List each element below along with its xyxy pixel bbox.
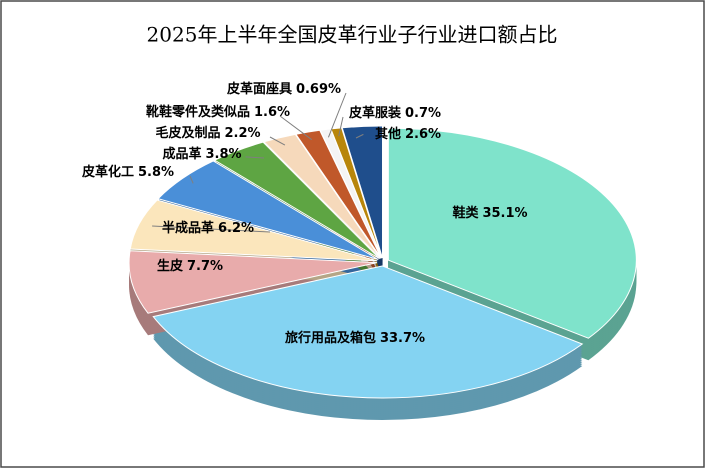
- category-name: 皮革服装: [348, 105, 401, 121]
- data-label: 皮革化工 5.8%: [81, 164, 174, 180]
- value-label: 0.69%: [296, 82, 341, 97]
- data-label: 生皮 7.7%: [157, 258, 223, 274]
- category-name: 半成品革: [162, 220, 214, 236]
- value-label: 2.2%: [224, 126, 260, 141]
- leader-line: [269, 136, 286, 146]
- value-label: 6.2%: [218, 221, 254, 236]
- value-label: 2.6%: [405, 127, 441, 142]
- value-label: 7.7%: [187, 259, 223, 274]
- value-label: 35.1%: [482, 206, 527, 221]
- data-label: 毛皮及制品 2.2%: [155, 125, 260, 141]
- value-label: 5.8%: [138, 165, 174, 180]
- slice: [152, 265, 584, 399]
- slice: [213, 141, 380, 260]
- category-name: 靴鞋零件及类似品: [146, 104, 250, 120]
- chart-title: 2025年上半年全国皮革行业子行业进口额占比: [147, 23, 558, 47]
- value-label: 3.8%: [205, 147, 241, 162]
- leader-line: [245, 156, 265, 159]
- data-label: 靴鞋零件及类似品 1.6%: [146, 104, 290, 120]
- slice: [387, 127, 637, 339]
- data-label: 皮革面座具 0.69%: [226, 81, 341, 97]
- leader-line: [279, 115, 313, 141]
- slice: [341, 125, 384, 259]
- category-name: 毛皮及制品: [155, 125, 220, 141]
- category-name: 皮革化工: [81, 164, 134, 180]
- leader-line: [338, 116, 344, 137]
- slice: [128, 250, 378, 314]
- slice: [157, 160, 379, 261]
- data-label: 其他 2.6%: [375, 126, 441, 142]
- data-label: 鞋类 35.1%: [452, 205, 527, 221]
- data-label: 半成品革 6.2%: [162, 220, 254, 236]
- category-name: 成品革: [162, 146, 201, 162]
- data-label: 成品革 3.8%: [162, 146, 241, 162]
- leader-line: [152, 225, 271, 233]
- category-name: 生皮: [157, 258, 183, 274]
- slice: [129, 199, 378, 262]
- value-label: 33.7%: [380, 331, 425, 346]
- value-label: 1.6%: [254, 105, 290, 120]
- slice: [330, 127, 383, 259]
- category-name: 皮革面座具: [226, 81, 292, 97]
- leader-line: [355, 133, 364, 139]
- category-name: 鞋类: [452, 205, 479, 221]
- data-label: 皮革服装 0.7%: [348, 105, 441, 121]
- slice: [263, 133, 381, 259]
- value-label: 0.7%: [405, 106, 441, 121]
- data-label: 旅行用品及箱包 33.7%: [285, 330, 425, 346]
- category-name: 其他: [375, 126, 401, 142]
- leader-line: [327, 92, 347, 138]
- leader-line: [189, 175, 194, 184]
- category-name: 旅行用品及箱包: [285, 330, 376, 346]
